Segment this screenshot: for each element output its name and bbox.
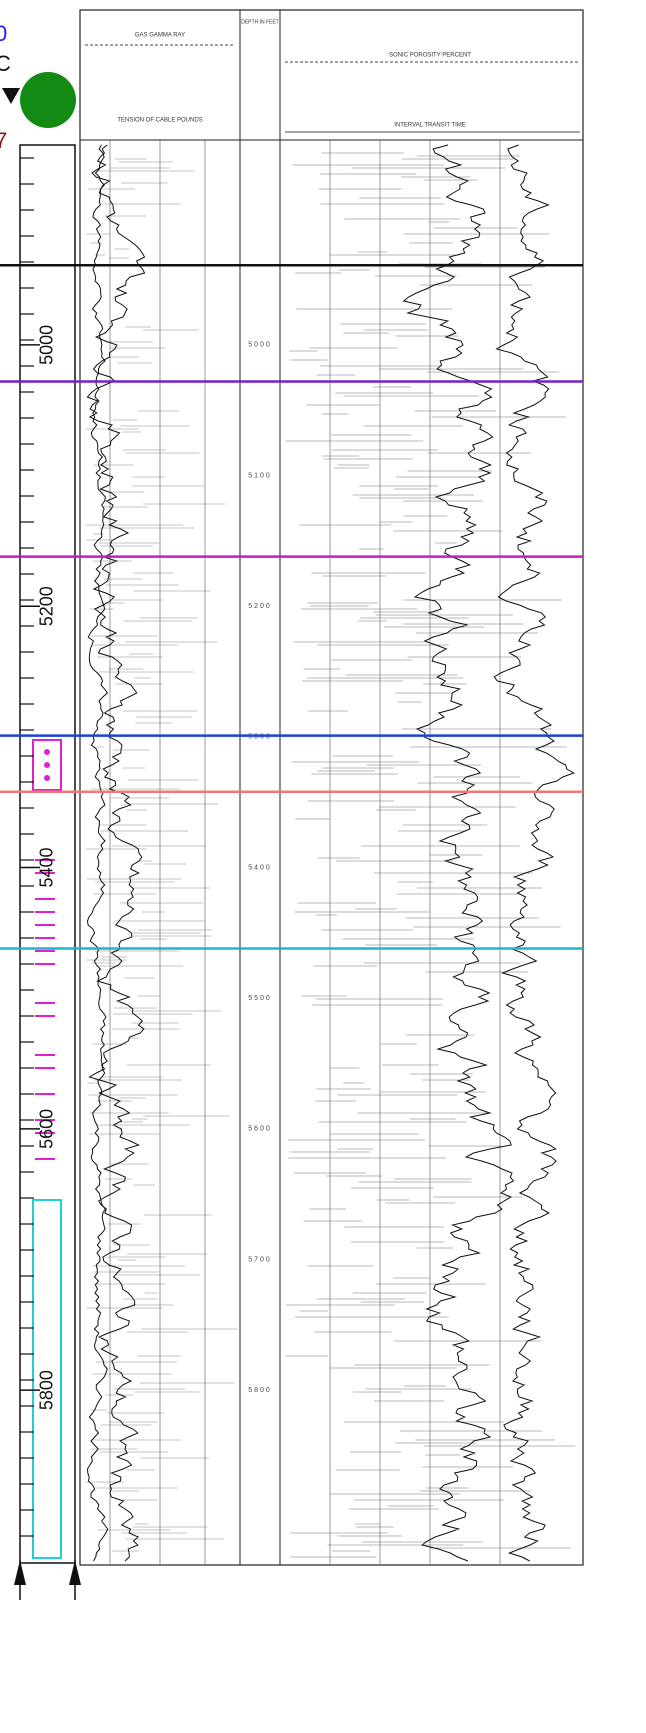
core-dot (44, 749, 50, 755)
log-depth-label: 5400 (248, 864, 272, 871)
log-depth-label: 5300 (248, 734, 272, 741)
core-dot (44, 775, 50, 781)
header-text: INTERVAL TRANSIT TIME (394, 123, 466, 129)
header-text: SONIC POROSITY PERCENT (389, 53, 471, 59)
header-text: GAS GAMMA RAY (135, 33, 185, 39)
log-depth-label: 5000 (248, 342, 272, 349)
left-label: C (0, 51, 11, 76)
header-text: TENSION OF CABLE POUNDS (117, 118, 202, 124)
left-label: 0 (0, 21, 7, 46)
arrow-marker (2, 88, 20, 104)
depth-label: 5200 (37, 586, 57, 626)
depth-label: 5800 (37, 1370, 57, 1410)
interval-box (32, 1199, 62, 1559)
log-depth-label: 5600 (248, 1126, 272, 1133)
log-image: GAS GAMMA RAY DEPTH IN FEET TENSION OF C… (79, 9, 584, 1566)
depth-label: 5000 (37, 325, 57, 365)
log-depth-label: 5700 (248, 1256, 272, 1263)
left-label: 7 (0, 128, 7, 153)
log-depth-label: 5800 (248, 1387, 272, 1394)
log-depth-label: 5200 (248, 603, 272, 610)
log-depth-label: 5500 (248, 995, 272, 1002)
core-box (32, 739, 62, 791)
log-depth-label: 5100 (248, 472, 272, 479)
header-text: DEPTH IN FEET (241, 19, 279, 25)
log-frame (79, 9, 584, 1566)
core-dot (44, 762, 50, 768)
status-dot (20, 72, 76, 128)
depth-label: 5600 (37, 1109, 57, 1149)
depth-label: 5400 (37, 848, 57, 888)
